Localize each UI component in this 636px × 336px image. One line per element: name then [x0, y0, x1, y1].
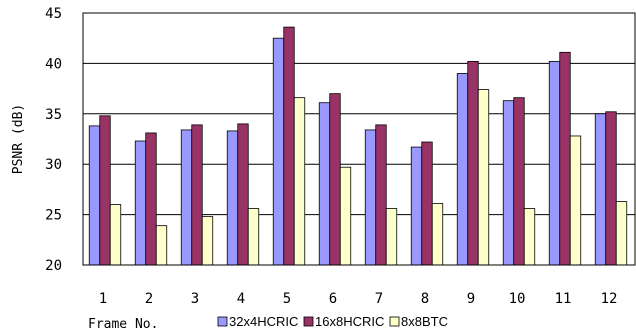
bar-32x4HCRIC-frame-8 [410, 146, 423, 266]
bar-8x8BTC-frame-5 [293, 97, 306, 266]
bar-16x8HCRIC-frame-4 [237, 123, 249, 266]
x-tick-label: 7 [375, 291, 383, 307]
y-tick-label: 25 [45, 208, 62, 224]
x-tick-label: 11 [555, 291, 572, 307]
x-tick-label: 9 [467, 291, 475, 307]
bar-16x8HCRIC-frame-3 [191, 124, 203, 266]
x-axis-ticks: 1 2 3 4 5 6 7 8 9 10 11 12 [99, 291, 618, 307]
y-tick-label: 35 [45, 107, 62, 123]
bar-16x8HCRIC-frame-1 [99, 115, 111, 266]
bar-16x8HCRIC-frame-10 [513, 97, 525, 266]
bar-32x4HCRIC-frame-1 [88, 125, 101, 266]
x-tick-label: 12 [601, 291, 618, 307]
bar-8x8BTC-frame-6 [339, 166, 352, 266]
bar-32x4HCRIC-frame-10 [502, 100, 515, 266]
bar-16x8HCRIC-frame-5 [283, 26, 295, 266]
bar-16x8HCRIC-frame-6 [329, 93, 341, 266]
bar-32x4HCRIC-frame-2 [134, 140, 147, 266]
bar-32x4HCRIC-frame-7 [364, 129, 377, 266]
bar-8x8BTC-frame-7 [385, 208, 398, 266]
bar-8x8BTC-frame-9 [477, 89, 490, 266]
y-tick-label: 40 [45, 56, 62, 72]
y-axis-title: PSNR (dB) [11, 104, 26, 174]
x-tick-label: 3 [191, 291, 199, 307]
bar-8x8BTC-frame-2 [155, 225, 168, 266]
bar-8x8BTC-frame-4 [247, 208, 260, 266]
legend-label-32x4HCRIC: 32x4HCRIC [229, 314, 298, 329]
bar-16x8HCRIC-frame-7 [375, 124, 387, 266]
y-axis-ticks: 20 25 30 35 40 45 [45, 6, 62, 274]
bar-32x4HCRIC-frame-4 [226, 130, 239, 266]
bar-32x4HCRIC-frame-6 [318, 102, 331, 266]
x-tick-label: 10 [509, 291, 526, 307]
x-tick-label: 5 [283, 291, 291, 307]
legend-label-8x8BTC: 8x8BTC [401, 314, 448, 329]
bar-32x4HCRIC-frame-12 [594, 113, 607, 266]
x-axis-title: Frame No. [88, 317, 158, 332]
y-tick-label: 20 [45, 258, 62, 274]
y-tick-label: 45 [45, 6, 62, 22]
bar-32x4HCRIC-frame-5 [272, 37, 285, 266]
bar-16x8HCRIC-frame-11 [559, 51, 571, 266]
bar-8x8BTC-frame-8 [431, 203, 444, 266]
bar-32x4HCRIC-frame-3 [180, 129, 193, 266]
bar-8x8BTC-frame-10 [523, 208, 536, 266]
bar-8x8BTC-frame-12 [615, 201, 628, 266]
x-tick-label: 4 [237, 291, 245, 307]
bar-8x8BTC-frame-1 [109, 204, 122, 266]
bar-16x8HCRIC-frame-9 [467, 60, 479, 266]
y-tick-label: 30 [45, 157, 62, 173]
legend-label-16x8HCRIC: 16x8HCRIC [315, 314, 384, 329]
legend-swatch-16x8HCRIC [303, 316, 314, 327]
bar-16x8HCRIC-frame-8 [421, 141, 433, 266]
gridlines [83, 62, 635, 216]
bar-8x8BTC-frame-11 [569, 135, 582, 266]
bar-32x4HCRIC-frame-11 [548, 60, 561, 266]
bar-32x4HCRIC-frame-9 [456, 73, 469, 266]
bar-16x8HCRIC-frame-2 [145, 132, 157, 266]
x-tick-label: 6 [329, 291, 337, 307]
x-tick-label: 8 [421, 291, 429, 307]
x-tick-label: 2 [145, 291, 153, 307]
bar-8x8BTC-frame-3 [201, 216, 214, 266]
plot-area-frame [82, 12, 636, 266]
legend-swatch-32x4HCRIC [217, 316, 228, 327]
legend-swatch-8x8BTC [389, 316, 400, 327]
x-tick-label: 1 [99, 291, 107, 307]
bar-16x8HCRIC-frame-12 [605, 111, 617, 266]
legend: 32x4HCRIC 16x8HCRIC 8x8BTC [217, 314, 448, 329]
bars [88, 26, 628, 266]
